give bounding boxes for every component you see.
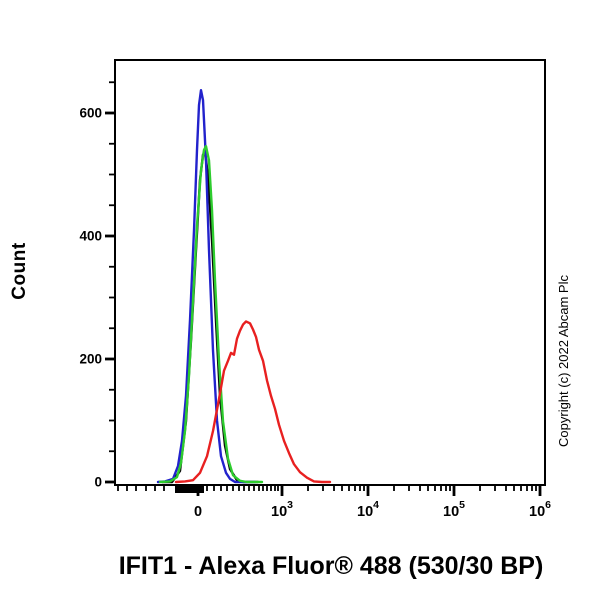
x-tick-label: 105 xyxy=(443,499,465,520)
x-dense-tick-block xyxy=(175,485,204,493)
x-tick-label: 103 xyxy=(271,499,293,520)
x-tick-label: 104 xyxy=(357,499,379,520)
y-tick-label: 0 xyxy=(94,475,102,490)
x-tick-label: 106 xyxy=(529,499,551,520)
chart-title: IFIT1 - Alexa Fluor® 488 (530/30 BP) xyxy=(118,552,544,580)
histogram-curve-black xyxy=(160,151,260,484)
plot-border xyxy=(114,59,546,486)
copyright-text: Copyright (c) 2022 Abcam Plc xyxy=(556,275,571,447)
x-tick-label: 0 xyxy=(194,504,202,520)
y-tick-label: 600 xyxy=(79,106,102,121)
histogram-curve-green xyxy=(158,144,264,484)
y-tick-label: 200 xyxy=(79,352,102,367)
y-tick-label: 400 xyxy=(79,229,102,244)
histogram-curve-blue xyxy=(156,88,257,484)
histogram-curve-red xyxy=(174,320,332,484)
